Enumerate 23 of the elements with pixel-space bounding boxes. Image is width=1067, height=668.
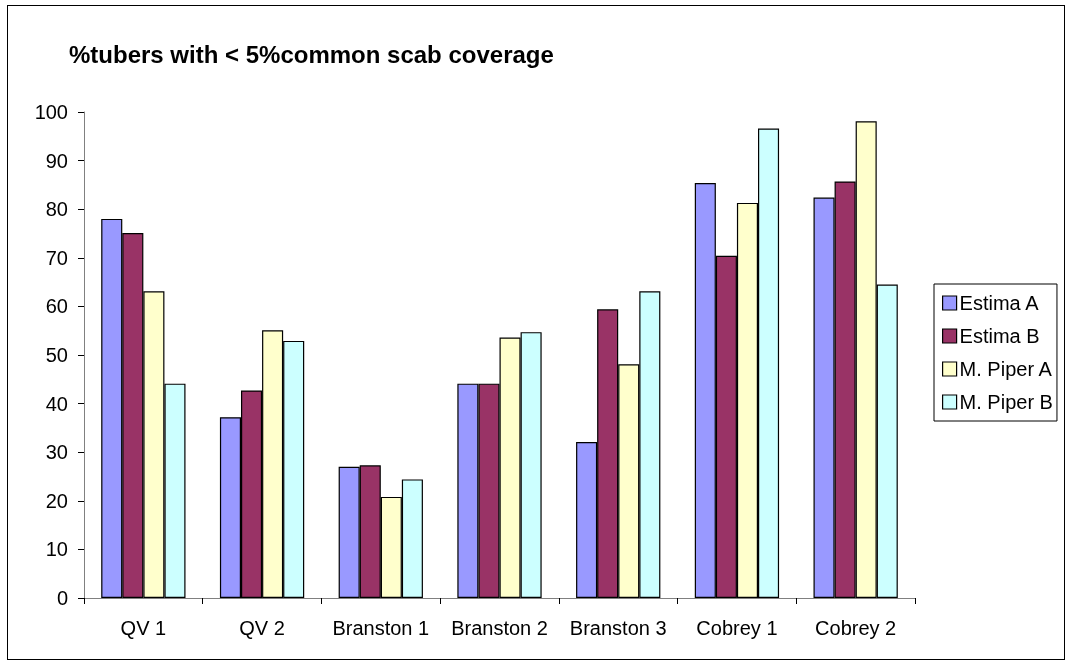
x-tick-label: QV 2 [239, 617, 285, 639]
x-tick-label: Branston 1 [332, 617, 430, 639]
x-tick-label: Cobrey 1 [696, 617, 778, 639]
y-tick-label: 60 [45, 295, 68, 318]
x-tick-label: QV 1 [120, 617, 167, 639]
chart-title: %tubers with < 5%common scab coverage [69, 40, 554, 68]
y-tick-label: 0 [56, 587, 68, 609]
y-tick-label: 10 [45, 538, 68, 561]
legend-label: M. Piper B [959, 391, 1053, 413]
legend-label: Estima B [959, 325, 1040, 347]
x-tick-label: Branston 2 [451, 617, 548, 639]
y-tick-label: 50 [45, 344, 68, 366]
y-tick-label: 40 [45, 392, 68, 415]
legend-label: M. Piper A [959, 358, 1053, 380]
y-tick-label: 30 [45, 441, 68, 464]
y-tick-label: 90 [45, 149, 68, 172]
y-tick-label: 100 [34, 101, 68, 123]
y-tick-label: 70 [45, 246, 68, 269]
legend-label: Estima A [959, 292, 1040, 314]
y-tick-label: 20 [45, 489, 68, 512]
x-tick-label: Branston 3 [569, 617, 667, 639]
x-tick-label: Cobrey 2 [815, 617, 897, 639]
y-tick-label: 80 [45, 198, 68, 221]
